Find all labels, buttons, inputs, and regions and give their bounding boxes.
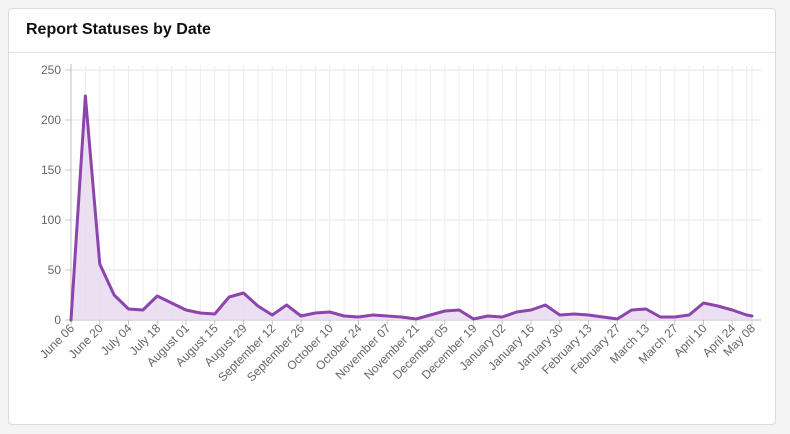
data-point[interactable]: [68, 317, 74, 323]
data-point[interactable]: [715, 303, 721, 309]
data-point[interactable]: [255, 303, 261, 309]
data-point[interactable]: [82, 93, 88, 99]
data-point[interactable]: [686, 312, 692, 318]
data-point[interactable]: [571, 311, 577, 317]
data-point[interactable]: [542, 302, 548, 308]
data-point[interactable]: [327, 309, 333, 315]
data-point[interactable]: [413, 316, 419, 322]
y-tick-label: 100: [41, 213, 61, 227]
data-point[interactable]: [341, 313, 347, 319]
data-point[interactable]: [197, 310, 203, 316]
data-point[interactable]: [514, 309, 520, 315]
data-point[interactable]: [97, 261, 103, 267]
data-point[interactable]: [629, 307, 635, 313]
data-point[interactable]: [586, 312, 592, 318]
data-point[interactable]: [672, 314, 678, 320]
data-point[interactable]: [485, 313, 491, 319]
y-tick-label: 250: [41, 63, 61, 77]
data-point[interactable]: [241, 290, 247, 296]
data-point[interactable]: [744, 312, 750, 318]
data-point[interactable]: [399, 314, 405, 320]
data-point[interactable]: [471, 316, 477, 322]
data-point[interactable]: [169, 300, 175, 306]
data-point[interactable]: [427, 312, 433, 318]
card-header: Report Statuses by Date: [9, 9, 775, 53]
data-point[interactable]: [528, 307, 534, 313]
y-tick-label: 50: [48, 263, 62, 277]
series-area: [71, 96, 752, 320]
x-tick-label: July 04: [98, 321, 135, 358]
card-title: Report Statuses by Date: [26, 20, 211, 38]
data-point[interactable]: [111, 292, 117, 298]
data-point[interactable]: [126, 306, 132, 312]
data-point[interactable]: [269, 312, 275, 318]
data-point[interactable]: [154, 293, 160, 299]
data-point[interactable]: [183, 307, 189, 313]
data-point[interactable]: [298, 313, 304, 319]
data-point[interactable]: [370, 312, 376, 318]
data-point[interactable]: [226, 294, 232, 300]
y-tick-label: 0: [54, 313, 61, 327]
data-point[interactable]: [356, 314, 362, 320]
data-point[interactable]: [643, 306, 649, 312]
data-point[interactable]: [701, 300, 707, 306]
data-point[interactable]: [140, 307, 146, 313]
data-point[interactable]: [456, 307, 462, 313]
y-tick-label: 150: [41, 163, 61, 177]
data-point[interactable]: [212, 311, 218, 317]
data-point[interactable]: [614, 316, 620, 322]
data-point[interactable]: [600, 314, 606, 320]
data-point[interactable]: [312, 310, 318, 316]
chart-card: Report Statuses by Date: [8, 8, 776, 425]
data-point[interactable]: [729, 307, 735, 313]
data-point[interactable]: [657, 314, 663, 320]
data-point[interactable]: [384, 313, 390, 319]
data-point[interactable]: [749, 313, 755, 319]
data-point[interactable]: [442, 308, 448, 314]
series-line: [69, 94, 754, 322]
data-point[interactable]: [499, 314, 505, 320]
data-point[interactable]: [284, 302, 290, 308]
y-tick-label: 200: [41, 113, 61, 127]
data-point[interactable]: [557, 312, 563, 318]
